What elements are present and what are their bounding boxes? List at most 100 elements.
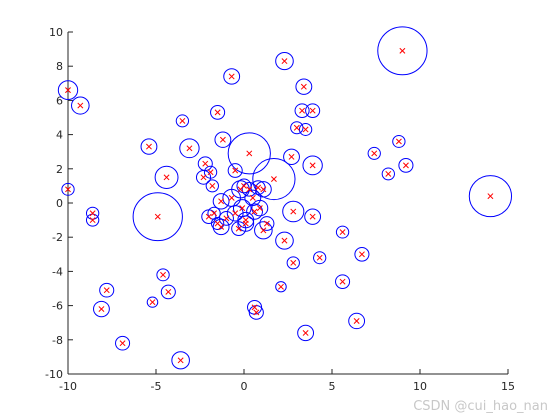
data-point-marker	[223, 215, 230, 222]
data-point-marker	[202, 160, 209, 167]
radius-circle	[297, 324, 315, 342]
data-point-marker	[179, 117, 186, 124]
radius-circle	[85, 213, 100, 227]
radius-circle	[252, 158, 296, 201]
radius-circle	[61, 182, 75, 196]
radius-circle	[212, 218, 230, 236]
data-point-marker	[339, 229, 346, 236]
y-tick-label: 8	[56, 60, 63, 73]
radius-circle	[305, 103, 321, 119]
data-point-marker	[288, 153, 295, 160]
radius-circle	[290, 121, 304, 135]
radius-circle	[392, 134, 406, 148]
radius-circle	[140, 138, 158, 155]
radius-circle	[367, 146, 381, 160]
data-point-marker	[218, 198, 225, 205]
radius-circle	[246, 203, 263, 220]
radius-circle	[57, 80, 79, 101]
radius-circle	[207, 206, 221, 220]
radius-circle	[205, 179, 219, 193]
radius-circle	[171, 351, 190, 370]
data-point-marker	[281, 58, 288, 65]
data-point-marker	[299, 107, 306, 114]
data-point-marker	[228, 194, 235, 201]
data-point-marker	[302, 126, 309, 133]
data-point-marker	[200, 174, 207, 181]
radius-circle	[175, 114, 190, 128]
data-point-marker	[249, 194, 256, 201]
radius-circle	[212, 193, 230, 210]
radius-circle	[160, 284, 176, 300]
data-point-marker	[260, 186, 267, 193]
radius-circle	[218, 211, 234, 226]
y-tick-label: -4	[52, 265, 63, 278]
radius-circle	[254, 221, 273, 240]
data-point-marker	[290, 259, 297, 266]
data-point-marker	[316, 254, 323, 261]
data-point-marker	[339, 278, 346, 285]
x-tick-label: 5	[329, 380, 336, 393]
radius-circle	[210, 105, 226, 120]
radius-circle	[335, 274, 351, 290]
data-point-marker	[163, 174, 170, 181]
data-point-marker	[219, 136, 226, 143]
data-point-marker	[290, 208, 297, 215]
data-point-marker	[263, 220, 270, 227]
radius-circle	[115, 335, 131, 351]
radius-circle	[227, 163, 243, 178]
data-point-marker	[154, 213, 161, 220]
data-point-marker	[358, 251, 365, 258]
data-point-marker	[300, 83, 307, 90]
data-point-marker	[309, 107, 316, 114]
x-tick-label: -10	[59, 380, 77, 393]
radius-circle	[251, 199, 269, 217]
radius-circle	[335, 225, 350, 239]
data-point-marker	[309, 162, 316, 169]
radius-circle	[146, 296, 159, 308]
radius-circle	[85, 206, 100, 220]
radius-circles	[57, 26, 513, 370]
data-point-marker	[487, 193, 494, 200]
data-point-marker	[207, 169, 214, 176]
data-point-marker	[241, 182, 247, 189]
radius-circle	[154, 165, 179, 189]
radius-circle	[227, 132, 271, 175]
radius-circle	[275, 52, 294, 71]
data-point-marker	[186, 145, 193, 152]
y-tick-label: -8	[52, 334, 63, 347]
radius-circle	[295, 78, 313, 95]
data-point-marker	[309, 213, 316, 220]
data-point-marker	[253, 309, 260, 316]
data-point-marker	[302, 330, 309, 336]
x-tick-label: 10	[413, 380, 427, 393]
data-point-marker	[232, 210, 239, 217]
radius-circle	[179, 138, 200, 159]
radius-circle	[298, 122, 313, 136]
data-point-marker	[278, 283, 284, 290]
data-point-marker	[251, 304, 258, 311]
radius-circle	[275, 281, 287, 293]
radius-circle	[223, 68, 241, 85]
radius-circle	[99, 282, 115, 298]
data-point-marker	[89, 217, 96, 224]
y-tick-label: -6	[52, 300, 63, 313]
watermark: CSDN @cui_hao_nan	[413, 399, 548, 414]
data-point-marker	[402, 162, 409, 169]
data-point-marker	[77, 102, 84, 109]
data-point-marker	[165, 288, 172, 295]
data-point-marker	[211, 210, 218, 217]
radius-circle	[302, 155, 323, 176]
data-point-marker	[293, 124, 300, 131]
data-point-marker	[385, 170, 392, 177]
radius-circle	[214, 131, 232, 148]
data-point-marker	[103, 287, 110, 294]
data-point-marker	[65, 87, 71, 94]
x-tick-label: 0	[241, 380, 248, 393]
x-tick-label: -5	[151, 380, 162, 393]
data-point-marker	[353, 318, 360, 324]
data-point-marker	[255, 184, 262, 191]
axes: -10 -5 0 5 10 15 -10 -8 -6 -4 -2 0 2 4 6 8 10	[45, 26, 515, 393]
radius-circle	[348, 312, 366, 330]
radius-circle	[304, 208, 322, 225]
